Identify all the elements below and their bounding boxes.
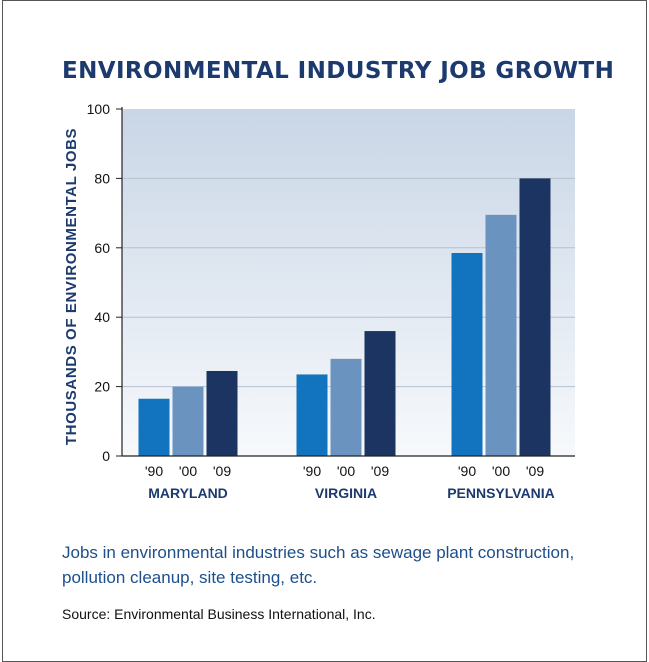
bar-pennsylvania-0 bbox=[451, 253, 483, 456]
x-category-label: MARYLAND bbox=[148, 485, 228, 501]
bar-chart: 0 20 40 60 80 100 THOUSANDS OF ENVIRONMENTAL J… bbox=[63, 101, 575, 501]
bar-pennsylvania-2 bbox=[519, 178, 551, 456]
chart-title: ENVIRONMENTAL INDUSTRY JOB GROWTH bbox=[62, 58, 615, 84]
x-year-label: '90 bbox=[303, 463, 321, 479]
bar-pennsylvania-1 bbox=[485, 214, 517, 456]
x-year-label: '09 bbox=[371, 463, 389, 479]
x-year-label: '09 bbox=[213, 463, 231, 479]
y-tick-label: 100 bbox=[87, 101, 111, 117]
y-axis-title: THOUSANDS OF ENVIRONMENTAL JOBS bbox=[63, 128, 80, 445]
source-note: Source: Environmental Business Internati… bbox=[62, 606, 376, 622]
x-category-label: PENNSYLVANIA bbox=[447, 485, 555, 501]
bar-maryland-0 bbox=[138, 398, 170, 456]
y-tick-label: 60 bbox=[94, 240, 110, 256]
bar-maryland-2 bbox=[206, 370, 238, 456]
x-year-label: '00 bbox=[179, 463, 197, 479]
bar-virginia-2 bbox=[364, 331, 396, 456]
x-category-label: VIRGINIA bbox=[315, 485, 377, 501]
y-tick-label: 40 bbox=[94, 309, 110, 325]
x-year-label: '90 bbox=[458, 463, 476, 479]
y-tick-label: 20 bbox=[94, 379, 110, 395]
bar-virginia-1 bbox=[330, 358, 362, 456]
x-year-label: '09 bbox=[526, 463, 544, 479]
bar-maryland-1 bbox=[172, 386, 204, 456]
bar-virginia-0 bbox=[296, 374, 328, 456]
x-year-label: '90 bbox=[145, 463, 163, 479]
y-tick-label: 0 bbox=[102, 448, 110, 464]
y-tick-label: 80 bbox=[94, 170, 110, 186]
chart-caption: Jobs in environmental industries such as… bbox=[62, 543, 575, 587]
x-year-label: '00 bbox=[492, 463, 510, 479]
x-year-label: '00 bbox=[337, 463, 355, 479]
